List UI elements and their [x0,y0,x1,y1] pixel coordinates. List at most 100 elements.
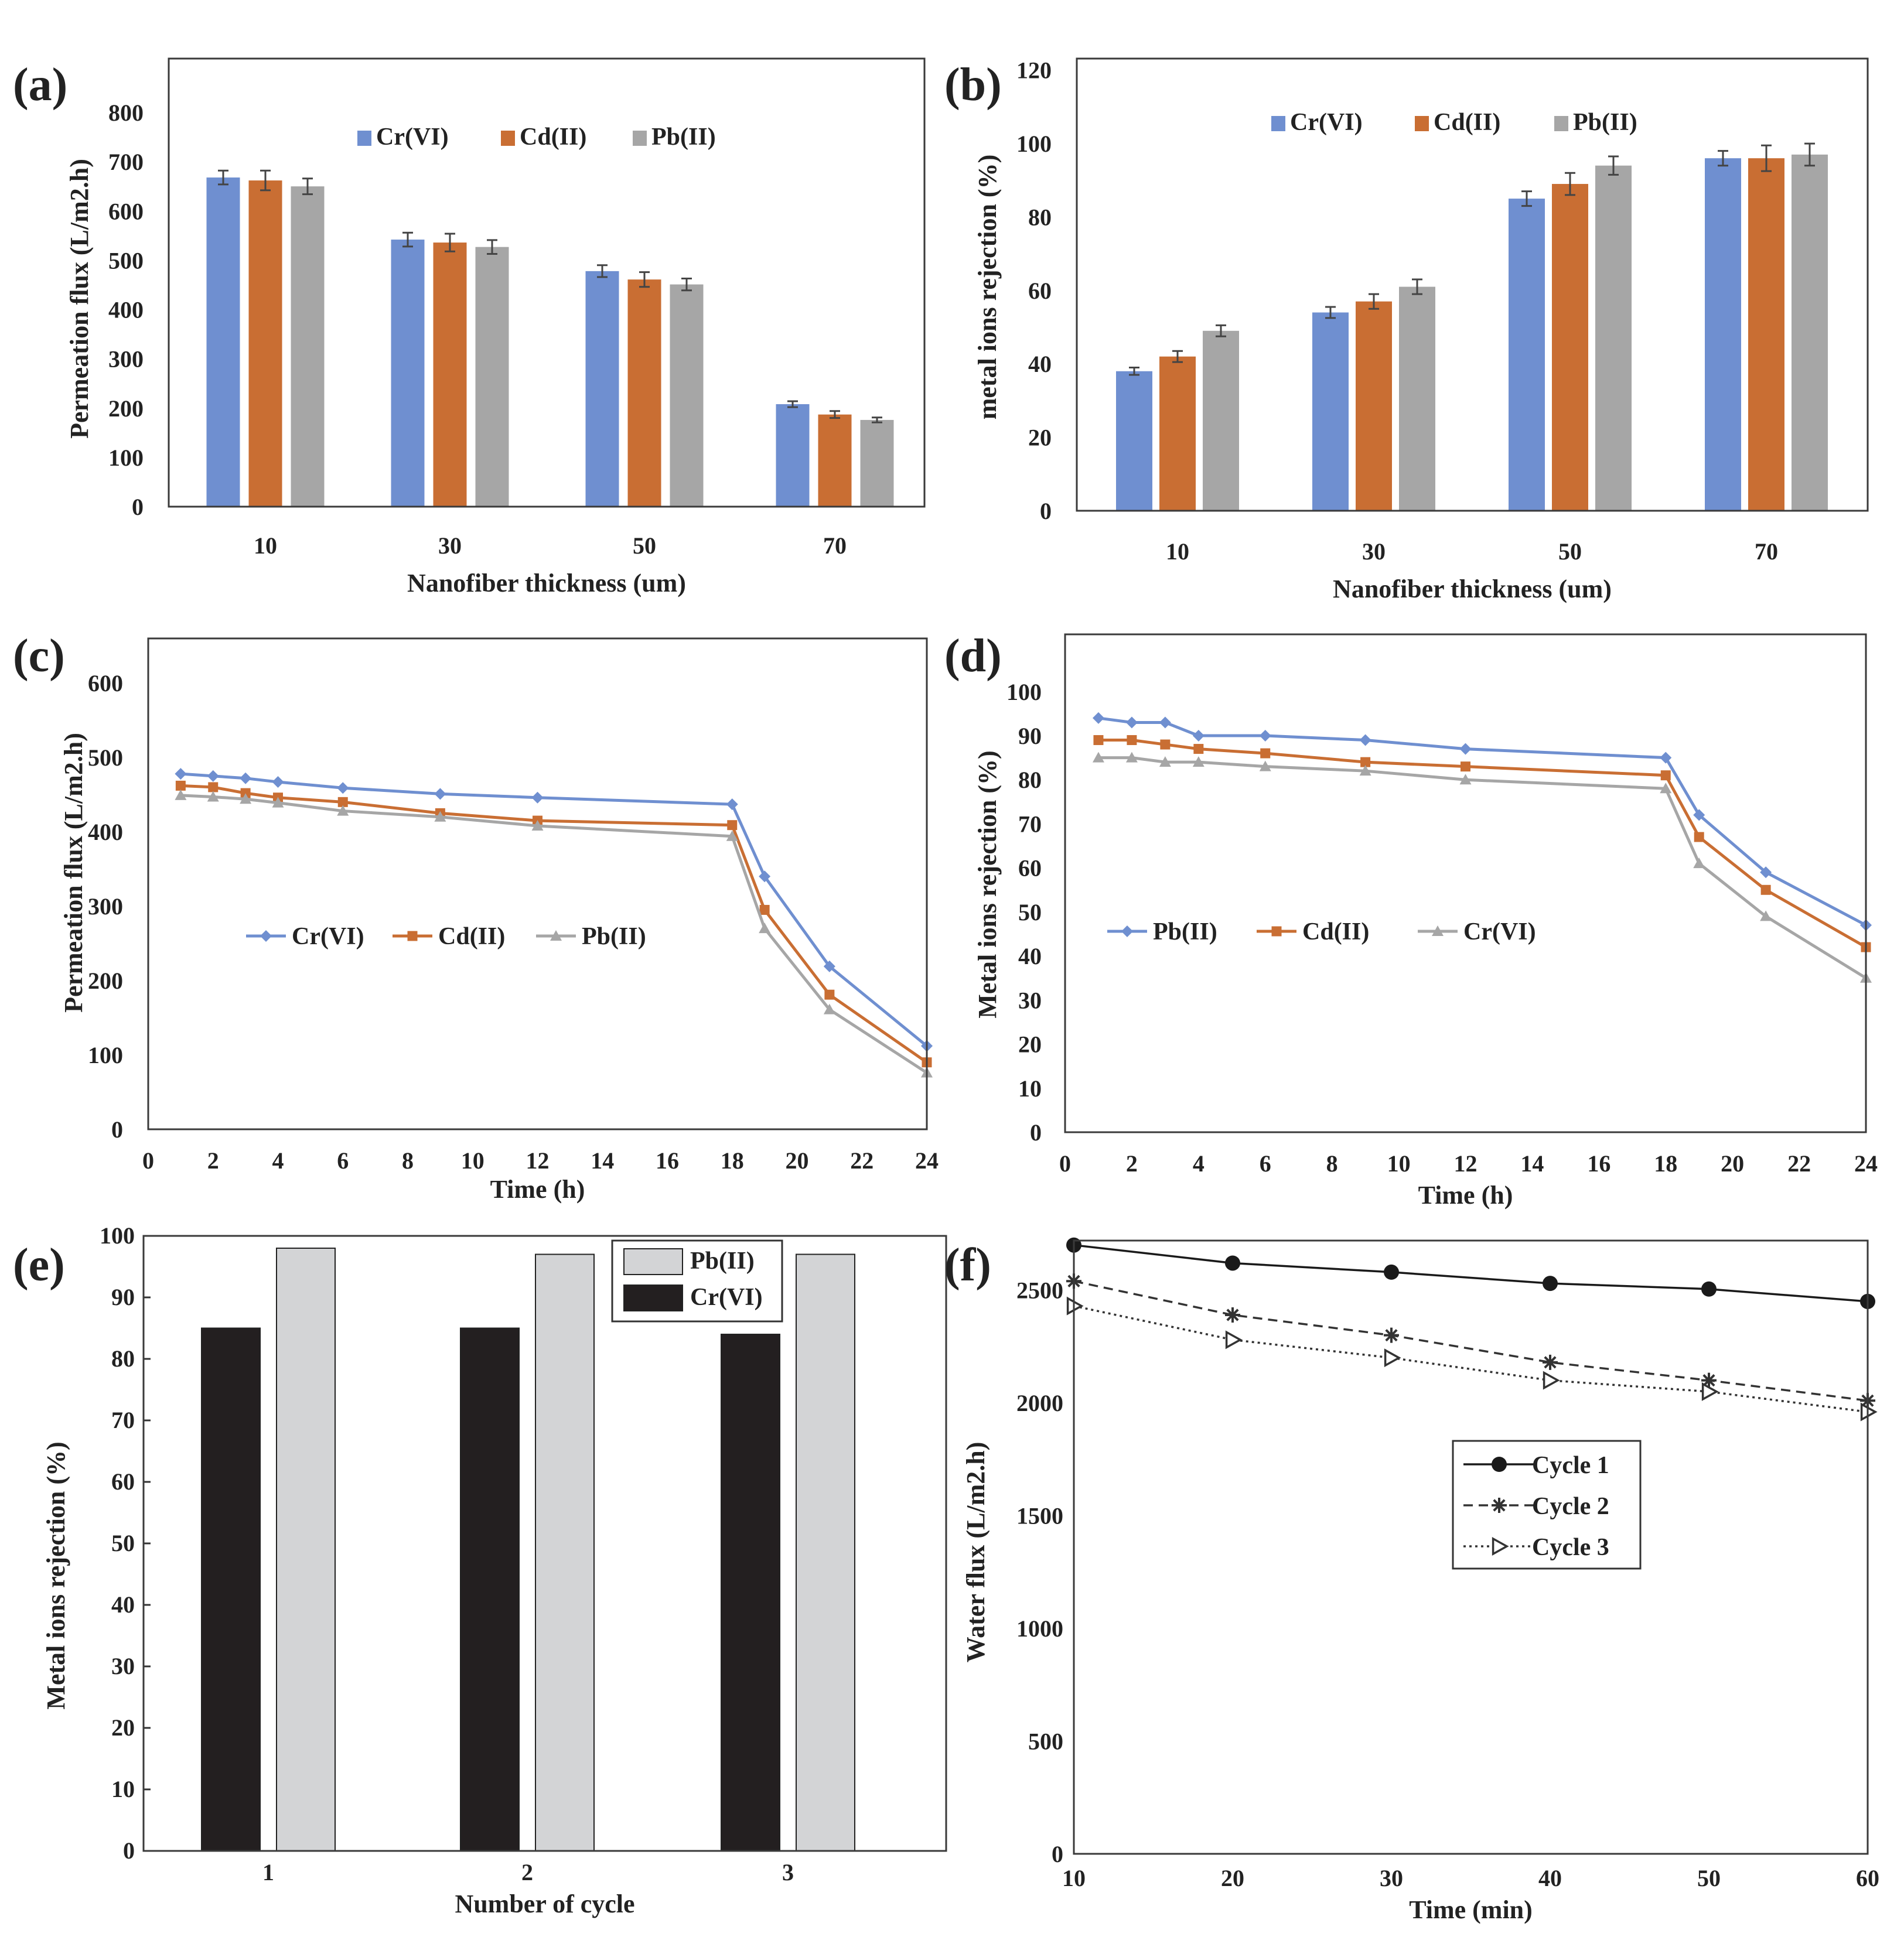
y-tick-label: 80 [1028,204,1052,230]
bar [535,1253,595,1851]
data-point [550,930,562,941]
bar [1159,356,1196,511]
panel-label: (c) [13,630,65,682]
y-tick-label: 2500 [1016,1277,1063,1304]
data-point [1092,751,1104,763]
x-tick-label: 30 [438,532,462,559]
legend-swatch [623,1284,683,1311]
legend-swatch [1554,116,1568,131]
y-tick-label: 0 [123,1837,135,1864]
y-tick-label: 40 [111,1591,135,1618]
data-point [1660,751,1672,764]
y-tick-label: 600 [108,198,144,224]
x-tick-label: 50 [633,532,656,559]
data-point [337,805,349,816]
x-axis-label: Time (h) [490,1175,585,1204]
legend-label: Cr(VI) [1463,918,1536,945]
x-tick-label: 4 [1193,1150,1204,1177]
legend-label: Cycle 1 [1532,1452,1609,1479]
legend-label: Cd(II) [1434,109,1500,136]
plot-frame [147,637,928,1130]
y-tick-label: 90 [111,1284,135,1310]
x-tick-label: 22 [1787,1150,1811,1177]
y-tick-label: 60 [111,1468,135,1495]
legend: Cr(VI) Cd(II) Pb(II) [357,124,716,151]
x-tick-label: 20 [786,1147,809,1174]
plot-frame [1064,633,1867,1133]
x-tick-label: 50 [1558,538,1582,565]
error-bar [1172,350,1183,363]
data-point [1701,1281,1717,1297]
data-point [1694,832,1704,842]
x-tick-label: 12 [526,1147,550,1174]
data-point [1225,1330,1243,1350]
y-tick-label: 80 [1018,767,1042,793]
x-tick-label: 24 [1854,1150,1878,1177]
legend: Cr(VI) Cd(II) Pb(II) [246,923,646,950]
bar [776,404,810,507]
y-tick-label: 10 [111,1776,135,1802]
x-axis-label: Time (h) [1418,1181,1513,1210]
x-tick-label: 30 [1380,1865,1403,1891]
x-tick-label: 6 [337,1147,349,1174]
bar [1792,154,1828,511]
error-bar [1369,293,1379,310]
bar [248,180,282,507]
y-axis-label: Water flux (L/m2.h) [961,1442,990,1663]
x-tick-label: 20 [1721,1150,1744,1177]
data-point [175,768,187,780]
legend-swatch [1415,116,1429,131]
x-tick-label: 22 [850,1147,873,1174]
y-tick-label: 40 [1028,351,1052,377]
data-point [208,782,219,792]
x-tick-label: 2 [521,1859,533,1885]
data-point [1660,783,1672,794]
y-tick-label: 800 [108,100,144,126]
x-axis-label: Number of cycle [455,1890,634,1918]
bar [1399,286,1435,511]
data-point [1260,748,1271,759]
y-tick-label: 100 [1016,131,1052,157]
data-point [531,819,544,831]
data-point [1384,1348,1401,1368]
bar [721,1334,780,1851]
y-tick-label: 60 [1018,855,1042,882]
legend-label: Cycle 3 [1532,1534,1609,1561]
x-axis-label: Nanofiber thickness (um) [407,569,686,597]
bar [460,1327,520,1851]
y-tick-label: 70 [1018,811,1042,837]
x-tick-label: 40 [1538,1865,1562,1891]
data-point [759,904,770,915]
data-point [240,772,252,784]
bar [1705,158,1741,511]
data-point [823,960,835,972]
data-point [1492,1457,1507,1472]
bar [1312,312,1349,511]
error-bar [1325,306,1336,319]
data-point [272,776,284,788]
data-point [1125,751,1138,763]
y-tick-label: 20 [1018,1031,1042,1058]
y-tick-label: 0 [111,1116,123,1143]
error-bar [487,239,497,255]
y-tick-label: 0 [132,494,144,520]
x-tick-label: 18 [721,1147,744,1174]
legend-swatch [633,131,647,146]
data-point [759,870,771,883]
x-tick-label: 12 [1454,1150,1478,1177]
legend-label: Cd(II) [520,124,586,151]
series-line [180,772,928,1047]
error-bar [1216,324,1226,337]
legend-label: Pb(II) [690,1248,755,1275]
data-point [434,811,446,822]
legend-label: Cd(II) [1302,918,1369,945]
data-point [1259,730,1271,742]
bar [796,1253,855,1851]
data-point [727,820,738,831]
data-point [1543,1371,1560,1390]
y-tick-label: 1500 [1016,1503,1063,1529]
legend: Cr(VI) Cd(II) Pb(II) [1271,109,1637,136]
data-point [1760,884,1771,895]
